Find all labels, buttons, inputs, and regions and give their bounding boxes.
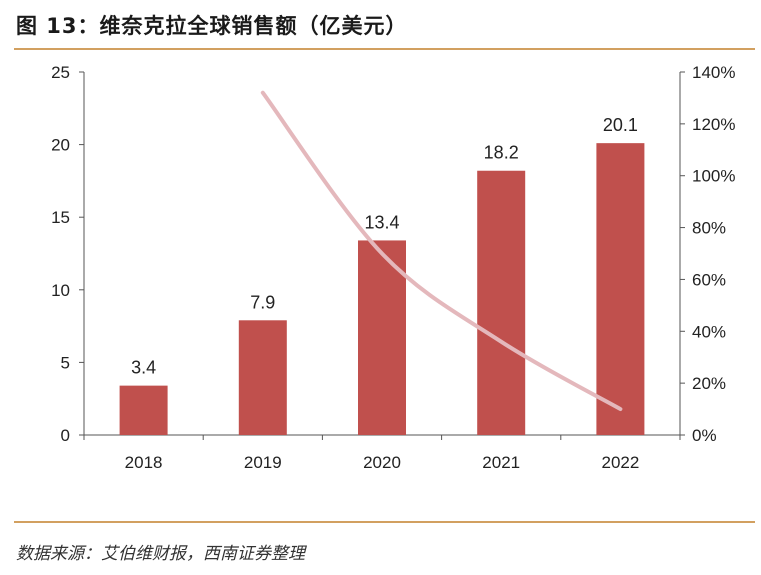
growth-line (260, 90, 623, 412)
source-note: 数据来源：艾伯维财报，西南证券整理 (16, 544, 305, 564)
x-tick-label: 2021 (482, 453, 520, 472)
chart-title: 图 13：维奈克拉全球销售额（亿美元） (16, 14, 408, 38)
y-tick-label-right: 100% (692, 167, 735, 186)
bar (238, 320, 287, 435)
y-tick-label-left: 20 (51, 136, 70, 155)
bar (119, 385, 168, 435)
bar-data-label: 3.4 (131, 358, 156, 378)
bar-data-label: 13.4 (364, 212, 399, 232)
y-tick-label-left: 0 (61, 426, 70, 445)
bar-data-label: 18.2 (484, 143, 519, 163)
bar-data-label: 7.9 (250, 292, 275, 312)
x-tick-label: 2019 (244, 453, 282, 472)
x-tick-label: 2020 (363, 453, 401, 472)
y-tick-label-left: 15 (51, 208, 70, 227)
top-rule (14, 48, 755, 50)
bottom-rule (14, 521, 755, 523)
y-tick-label-right: 120% (692, 115, 735, 134)
bar (358, 240, 406, 435)
y-tick-label-right: 20% (692, 374, 726, 393)
y-tick-label-right: 60% (692, 270, 726, 289)
y-tick-label-right: 40% (692, 322, 726, 341)
y-tick-label-right: 80% (692, 219, 726, 238)
y-tick-label-right: 140% (692, 63, 735, 82)
bar (477, 170, 526, 435)
y-tick-label-left: 25 (51, 63, 70, 82)
bar (596, 143, 645, 435)
x-tick-label: 2022 (601, 453, 639, 472)
y-tick-label-right: 0% (692, 426, 717, 445)
x-tick-label: 2018 (125, 453, 163, 472)
y-tick-label-left: 5 (61, 353, 70, 372)
y-tick-label-left: 10 (51, 281, 70, 300)
bar-data-label: 20.1 (603, 115, 638, 135)
